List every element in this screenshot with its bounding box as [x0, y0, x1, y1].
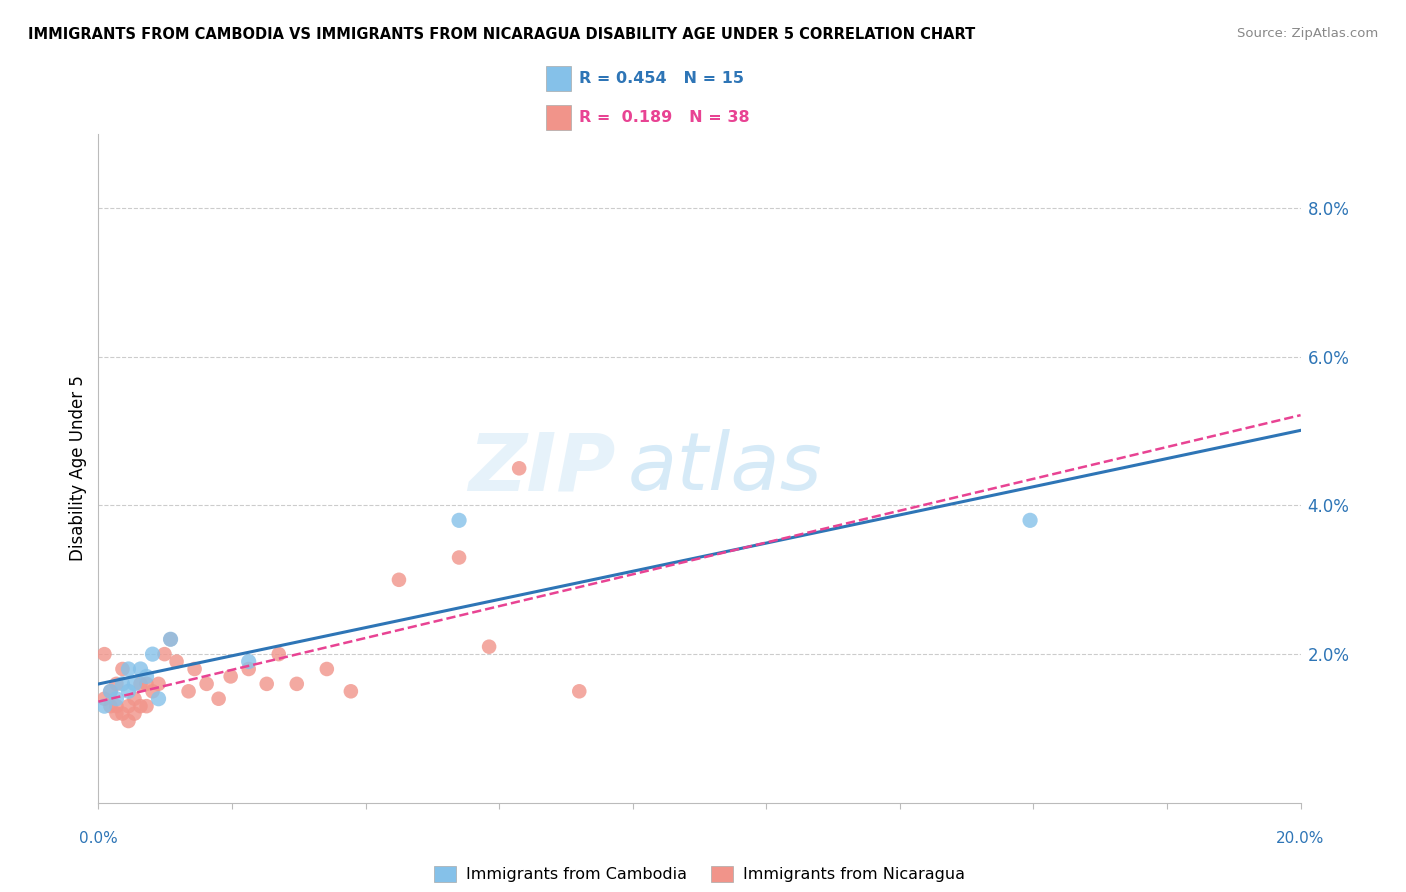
Point [478, 640, 501, 654]
Point [117, 714, 139, 728]
Text: IMMIGRANTS FROM CAMBODIA VS IMMIGRANTS FROM NICARAGUA DISABILITY AGE UNDER 5 COR: IMMIGRANTS FROM CAMBODIA VS IMMIGRANTS F… [28, 27, 976, 42]
Y-axis label: Disability Age Under 5: Disability Age Under 5 [69, 376, 87, 561]
Point [508, 461, 530, 475]
Point [124, 677, 146, 691]
Point [315, 662, 337, 676]
Text: 0.0%: 0.0% [79, 831, 118, 846]
Point [166, 655, 188, 669]
FancyBboxPatch shape [546, 66, 571, 91]
Point [219, 669, 242, 683]
Point [447, 550, 470, 565]
Point [105, 706, 128, 721]
Point [183, 662, 205, 676]
Point [388, 573, 411, 587]
Point [238, 662, 260, 676]
Point [105, 691, 128, 706]
Text: 20.0%: 20.0% [1277, 831, 1324, 846]
Point [124, 706, 146, 721]
Point [267, 647, 290, 661]
Point [148, 691, 170, 706]
Point [100, 684, 122, 698]
Point [105, 677, 128, 691]
Point [117, 662, 139, 676]
Point [141, 647, 163, 661]
Point [93, 691, 115, 706]
Point [238, 655, 260, 669]
Point [100, 699, 122, 714]
Text: Source: ZipAtlas.com: Source: ZipAtlas.com [1237, 27, 1378, 40]
Point [1019, 513, 1042, 527]
Point [256, 677, 278, 691]
Point [124, 691, 146, 706]
Point [135, 677, 157, 691]
Point [177, 684, 200, 698]
Point [100, 684, 122, 698]
Point [111, 706, 134, 721]
Text: ZIP: ZIP [468, 429, 616, 508]
Point [111, 677, 134, 691]
Point [195, 677, 218, 691]
Point [135, 699, 157, 714]
Point [111, 662, 134, 676]
Point [340, 684, 363, 698]
Point [135, 669, 157, 683]
Point [148, 677, 170, 691]
Point [568, 684, 591, 698]
Point [105, 699, 128, 714]
Point [117, 699, 139, 714]
Text: R =  0.189   N = 38: R = 0.189 N = 38 [579, 111, 749, 125]
Point [117, 684, 139, 698]
Point [159, 632, 181, 647]
Point [285, 677, 308, 691]
FancyBboxPatch shape [546, 105, 571, 130]
Point [93, 647, 115, 661]
Point [153, 647, 176, 661]
Point [141, 684, 163, 698]
Text: atlas: atlas [627, 429, 823, 508]
Point [159, 632, 181, 647]
Point [129, 677, 152, 691]
Legend: Immigrants from Cambodia, Immigrants from Nicaragua: Immigrants from Cambodia, Immigrants fro… [427, 859, 972, 888]
Point [93, 699, 115, 714]
Point [208, 691, 231, 706]
Point [129, 699, 152, 714]
Point [447, 513, 470, 527]
Text: R = 0.454   N = 15: R = 0.454 N = 15 [579, 71, 744, 86]
Point [129, 662, 152, 676]
